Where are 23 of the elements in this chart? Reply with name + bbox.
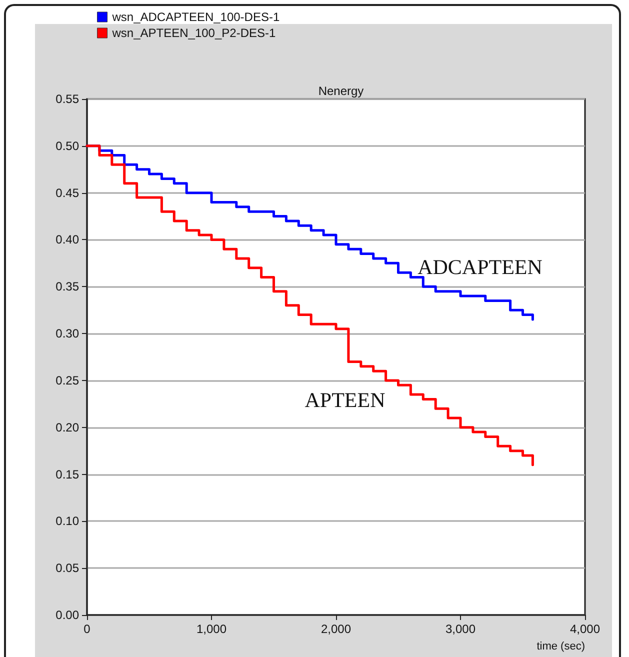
y-tick-label: 0.40 [56,232,80,247]
y-tick-label: 0.05 [56,561,80,576]
y-tick-label: 0.25 [56,373,80,388]
y-tick-label: 0.30 [56,326,80,341]
y-tick-label: 0.15 [56,467,80,482]
chart-title: Nenergy [318,84,364,98]
y-tick-label: 0.45 [56,186,80,200]
y-tick-label: 0.50 [56,138,80,153]
annotation: APTEEN [304,388,386,412]
x-tick-label: 1,000 [196,622,227,636]
x-axis-title: time (sec) [536,640,585,652]
legend-label: wsn_ADCAPTEEN_100-DES-1 [111,10,280,24]
y-tick-label: 0.10 [56,514,80,528]
y-tick-label: 0.00 [56,608,80,622]
y-tick-label: 0.35 [56,280,80,294]
y-tick-label: 0.20 [56,420,80,434]
x-tick-label: 3,000 [445,622,476,636]
x-tick-label: 0 [84,622,91,636]
legend-label: wsn_APTEEN_100_P2-DES-1 [111,26,276,40]
x-tick-label: 2,000 [320,622,352,636]
annotation: ADCAPTEEN [418,255,542,279]
y-tick-label: 0.55 [56,92,80,106]
x-tick-label: 4,000 [570,622,600,636]
